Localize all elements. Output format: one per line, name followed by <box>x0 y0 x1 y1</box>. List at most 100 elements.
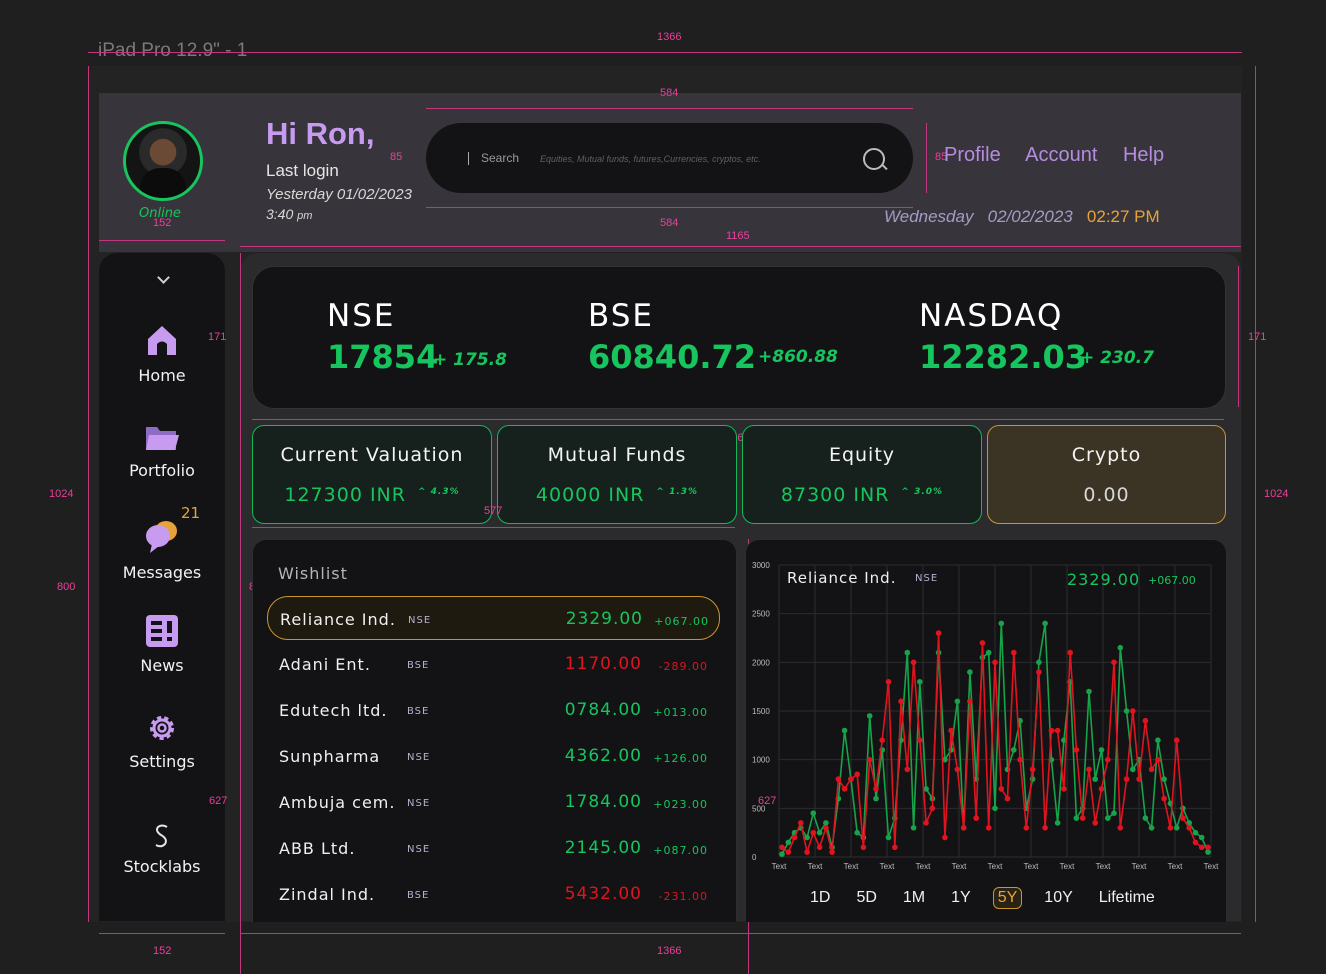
nav-stocklabs[interactable]: Stocklabs <box>99 823 225 876</box>
measure-content-w: 1165 <box>726 230 750 242</box>
range-5d[interactable]: 5D <box>856 889 877 906</box>
measure-line <box>240 933 1241 934</box>
measure-search-w-bottom: 584 <box>660 217 679 229</box>
price-chart[interactable]: 0 500 1000 1500 2000 2500 3000 Text Text Text Text… <box>746 540 1226 922</box>
search-label: Search <box>481 151 520 165</box>
data-point <box>898 698 904 705</box>
stock-price: 2145.00 <box>564 838 642 858</box>
x-tick-label: Text <box>1132 862 1147 871</box>
measure-line <box>1255 66 1256 922</box>
wishlist-row[interactable]: Adani Ent. BSE 1170.00 -289.00 <box>267 642 718 684</box>
search-input[interactable] <box>538 147 842 171</box>
data-point <box>1123 708 1130 714</box>
range-lifetime[interactable]: Lifetime <box>1098 889 1155 906</box>
data-point <box>917 737 923 743</box>
data-point <box>1192 839 1199 846</box>
nav-label: Home <box>138 366 186 385</box>
card-mutual-funds[interactable]: Mutual Funds 40000 INR ^ 1.3% <box>497 425 737 524</box>
card-equity[interactable]: Equity 87300 INR ^ 3.0% <box>742 425 982 524</box>
measure-line <box>252 419 1224 420</box>
avatar[interactable] <box>123 121 203 201</box>
data-point <box>1111 659 1117 666</box>
wishlist-title: Wishlist <box>278 564 348 583</box>
range-1y[interactable]: 1Y <box>951 889 971 906</box>
y-tick-label: 1500 <box>752 707 770 716</box>
wishlist-row[interactable]: Reliance Ind. NSE 2329.00 +067.00 <box>267 596 720 640</box>
stock-exchange: BSE <box>407 890 430 901</box>
data-point <box>1079 815 1086 821</box>
measure-line <box>252 527 735 528</box>
measure-ticker-h-left: 171 <box>208 331 227 343</box>
stock-name: Zindal Ind. <box>279 885 376 904</box>
nav-home[interactable]: Home <box>99 322 225 385</box>
nav-messages[interactable]: Messages <box>99 517 225 582</box>
measure-line <box>1238 266 1239 407</box>
wishlist-row[interactable]: Sunpharma NSE 4362.00 +126.00 <box>267 734 718 776</box>
nav-settings[interactable]: Settings <box>99 712 225 771</box>
data-point <box>1111 810 1117 816</box>
chart-price: 2329.00 <box>1067 570 1141 589</box>
wishlist-row[interactable]: Ambuja cem. NSE 1784.00 +023.00 <box>267 780 718 822</box>
stock-exchange: NSE <box>408 615 432 626</box>
search-icon[interactable] <box>863 148 885 170</box>
x-tick-label: Text <box>808 862 823 871</box>
data-point <box>823 820 829 826</box>
nav-portfolio[interactable]: Portfolio <box>99 423 225 480</box>
measure-main-h: 800 <box>57 581 76 593</box>
data-point <box>1042 825 1048 831</box>
nav-news[interactable]: News <box>99 614 225 675</box>
wishlist-row[interactable]: Zindal Ind. BSE 5432.00 -231.00 <box>267 872 718 914</box>
card-value: 127300 INR ^ 4.3% <box>284 484 460 506</box>
data-point <box>923 786 929 792</box>
data-point <box>785 839 792 846</box>
data-point <box>835 776 842 782</box>
data-point <box>1167 825 1174 831</box>
profile-link[interactable]: Profile <box>944 144 1001 166</box>
data-point <box>985 649 992 656</box>
data-point <box>998 620 1005 627</box>
data-point <box>1017 756 1023 763</box>
account-link[interactable]: Account <box>1025 144 1098 166</box>
data-point <box>1092 776 1098 782</box>
data-point <box>1073 747 1080 753</box>
card-value: 40000 INR ^ 1.3% <box>535 484 699 506</box>
card-current-valuation[interactable]: Current Valuation 127300 INR ^ 4.3% <box>252 425 492 524</box>
news-icon <box>146 615 178 647</box>
help-link[interactable]: Help <box>1122 144 1165 166</box>
card-value: 87300 INR ^ 3.0% <box>780 484 944 506</box>
range-1d[interactable]: 1D <box>810 889 831 906</box>
y-tick-label: 1000 <box>752 756 770 765</box>
measure-lower-h-2: 627 <box>758 795 777 807</box>
data-point <box>892 844 898 851</box>
stock-name: Ambuja cem. <box>279 793 396 812</box>
measure-ticker-h-right: 171 <box>1248 331 1267 343</box>
range-10y[interactable]: 10Y <box>1044 889 1073 906</box>
measure-line <box>88 66 89 922</box>
card-title: Mutual Funds <box>547 444 687 466</box>
x-tick-label: Text <box>1096 862 1111 871</box>
data-point <box>1148 825 1155 831</box>
range-5y[interactable]: 5Y <box>992 887 1023 909</box>
card-title: Current Valuation <box>280 444 464 466</box>
measure-sidebar-w: 152 <box>153 217 172 229</box>
gear-icon <box>150 716 174 740</box>
sidebar <box>99 253 225 921</box>
range-1m[interactable]: 1M <box>902 889 926 906</box>
stock-exchange: BSE <box>407 706 430 717</box>
data-point <box>866 713 873 719</box>
measure-height-left: 1024 <box>49 488 74 500</box>
measure-height-right: 1024 <box>1264 488 1289 500</box>
data-point <box>929 805 936 812</box>
data-point <box>904 766 911 773</box>
wishlist-row[interactable]: Edutech ltd. BSE 0784.00 +013.00 <box>267 688 718 730</box>
search-bar[interactable]: Search <box>426 123 913 193</box>
y-tick-label: 3000 <box>752 561 770 570</box>
measure-sidebar-w-bottom: 152 <box>153 945 172 957</box>
data-point <box>1205 849 1211 855</box>
x-tick-label: Text <box>772 862 787 871</box>
stock-price: 1170.00 <box>564 654 642 674</box>
y-tick-label: 2000 <box>752 658 770 667</box>
wishlist-row[interactable]: ABB Ltd. NSE 2145.00 +087.00 <box>267 826 718 868</box>
data-point <box>1054 727 1061 734</box>
card-crypto[interactable]: Crypto 0.00 <box>987 425 1226 524</box>
